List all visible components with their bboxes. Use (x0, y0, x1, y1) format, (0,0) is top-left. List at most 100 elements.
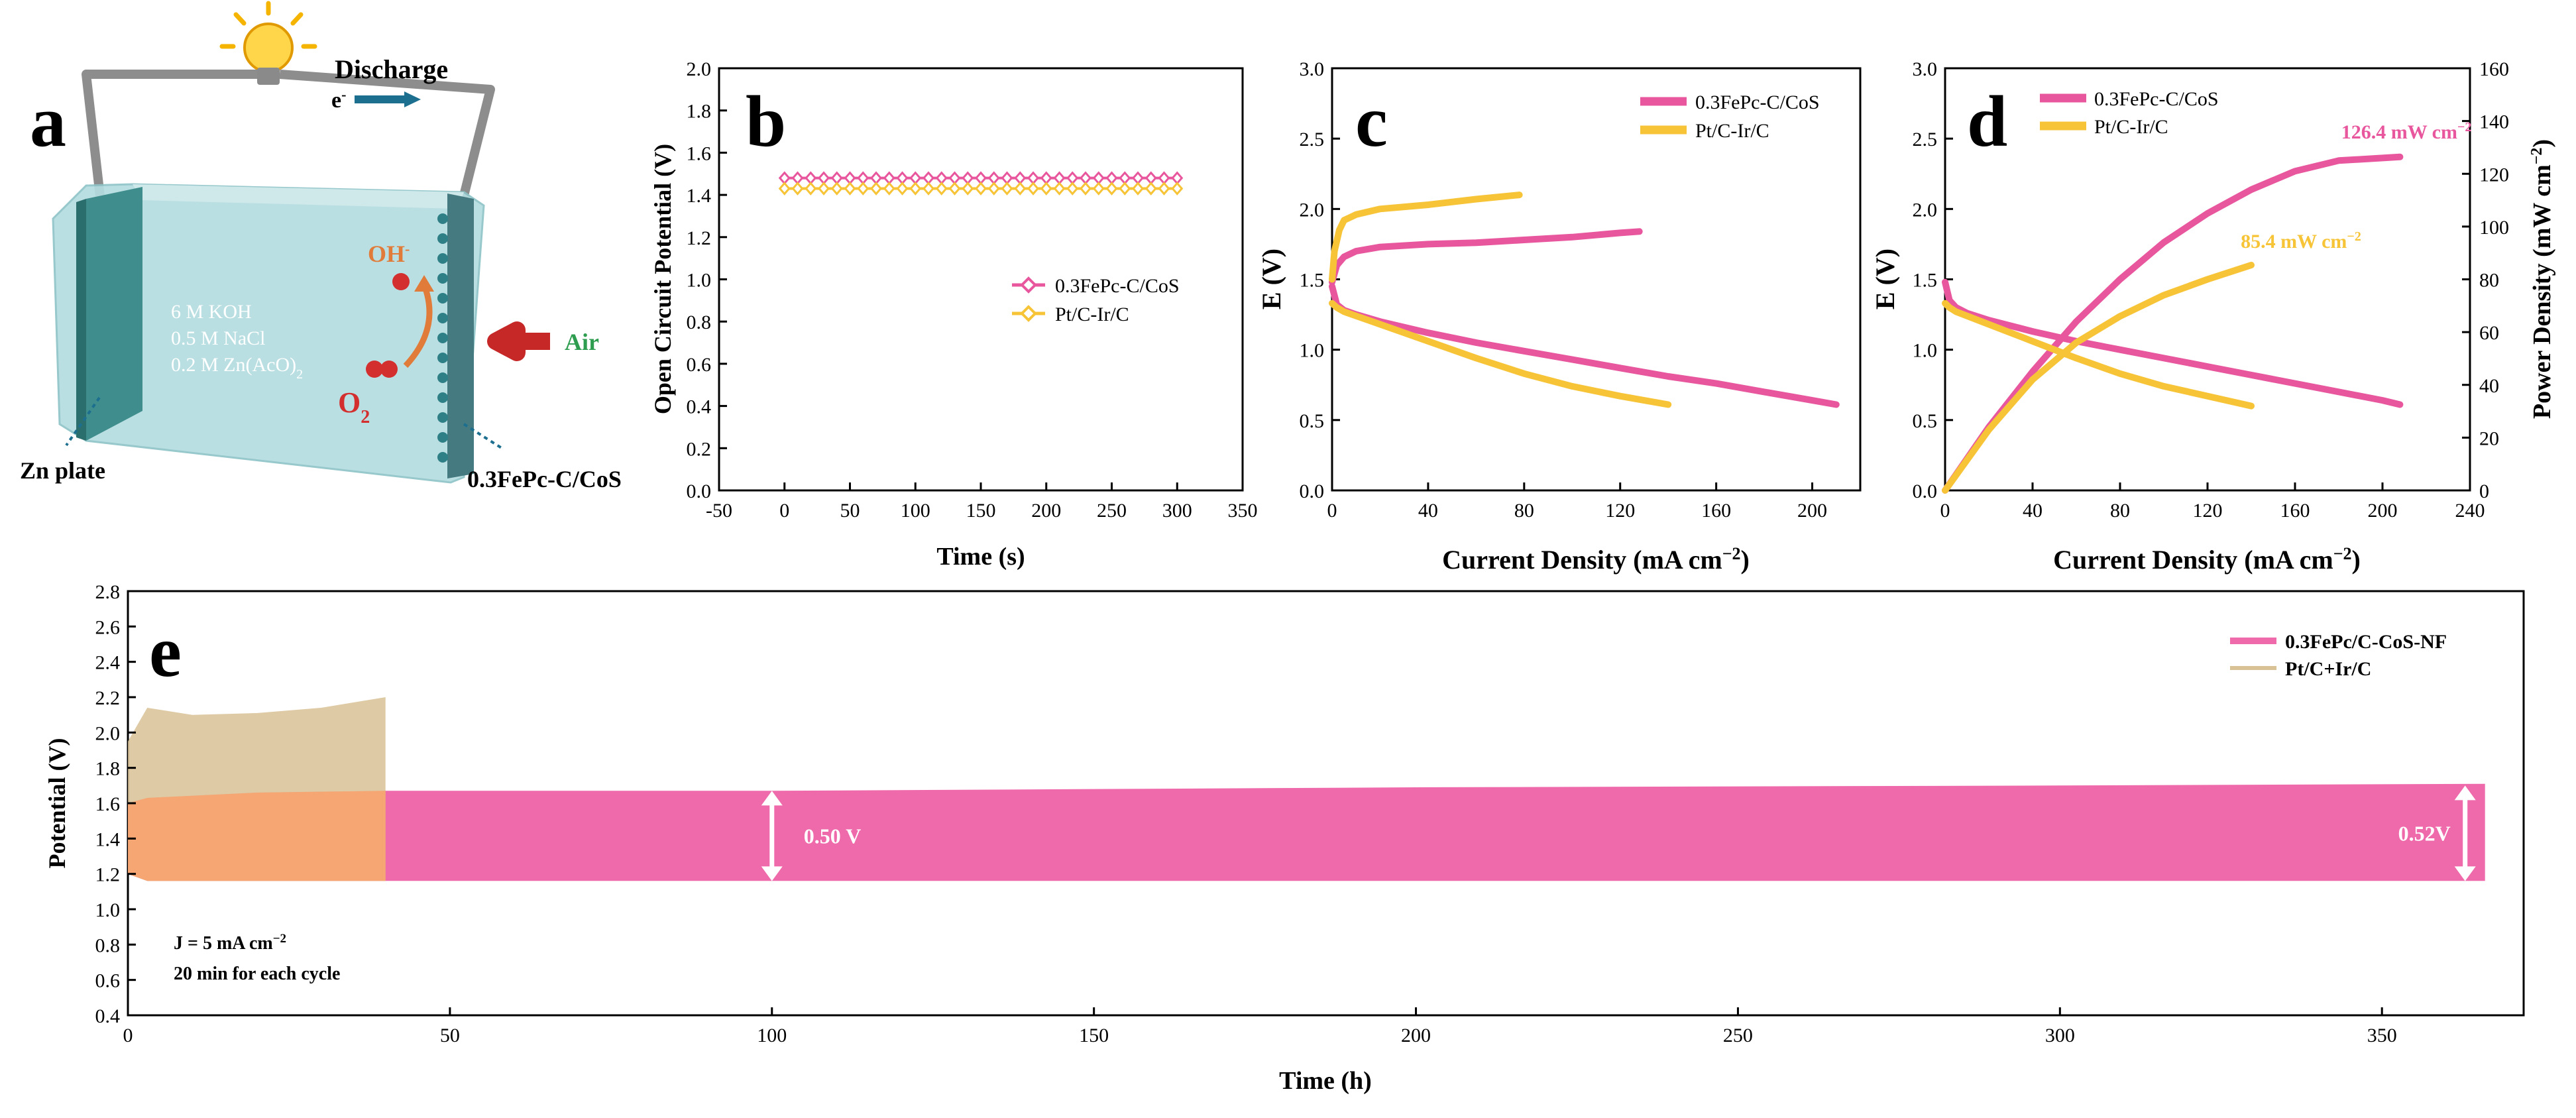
panel-e-letter: e (149, 611, 182, 692)
y-tick-label: 0.5 (1913, 410, 1938, 432)
y-tick-label: 1.0 (1300, 340, 1325, 362)
data-point (948, 171, 961, 185)
y-tick-label: 2.0 (1913, 199, 1938, 221)
y-tick-label: 2.8 (95, 581, 121, 603)
x-tick-label: 0 (1940, 500, 1950, 522)
x-tick-label: 80 (1514, 500, 1534, 522)
data-point (1145, 182, 1157, 196)
air-arrow-icon (487, 321, 550, 361)
y-tick-label: 1.0 (687, 270, 712, 292)
data-point (844, 182, 856, 196)
legend-entry: Pt/C-Ir/C (1055, 304, 1129, 325)
y-tick-label: 0.4 (687, 396, 712, 418)
y-tick-label: 3.0 (1300, 58, 1325, 80)
y-tick-label: 2.0 (95, 722, 121, 744)
legend-entry: Pt/C-Ir/C (1695, 120, 1769, 142)
data-point (1027, 171, 1039, 185)
current-density-note: J = 5 mA cm−2 (174, 932, 286, 954)
legend-entry: 0.3FePc-C/CoS (2094, 88, 2219, 110)
voltage-gap-label: 0.52V (2398, 821, 2451, 845)
data-point (778, 182, 791, 196)
x-tick-label: 240 (2455, 500, 2485, 522)
data-point (791, 171, 804, 185)
panel-e-chart: e 0 50 100 150 200 250 300 350 0.4 0.6 0.8 1.0 1.2 1.… (44, 581, 2525, 1095)
hydroxide-molecule-icon (392, 273, 410, 290)
discharge-label: Discharge (335, 54, 448, 84)
x-tick-label: 50 (840, 500, 860, 522)
x-tick-label: 200 (1031, 500, 1061, 522)
data-point (923, 182, 934, 196)
x-tick-label: 120 (2193, 500, 2223, 522)
x-tick-label: 100 (901, 500, 930, 522)
x-tick-label: 120 (1605, 500, 1635, 522)
x-tick-label: 200 (1401, 1025, 1431, 1046)
data-point (1119, 171, 1131, 185)
arrow-head-icon (761, 791, 783, 806)
y-tick-label: 1.0 (1913, 340, 1938, 362)
data-point (883, 182, 895, 196)
legend-entry: Pt/C-Ir/C (2094, 116, 2168, 138)
arrow-head-icon (761, 866, 783, 881)
panel-d-y-axis-label: E (V) (1870, 249, 1900, 309)
y2-tick-label: 160 (2479, 58, 2509, 80)
y-tick-label: 2.6 (95, 616, 121, 638)
overlap-band (128, 791, 386, 881)
y-tick-label: 1.4 (687, 185, 712, 207)
x-tick-label: 50 (440, 1025, 460, 1046)
reaction-arrow-icon (403, 284, 433, 368)
data-point (1132, 182, 1144, 196)
y-tick-label: 0.5 (1300, 410, 1325, 432)
data-point (1080, 182, 1092, 196)
x-tick-label: 350 (2367, 1025, 2397, 1046)
data-point (1171, 171, 1184, 185)
y-tick-label: 2.5 (1913, 129, 1938, 150)
data-point (962, 171, 974, 185)
y-tick-label: 0.6 (687, 354, 712, 376)
y2-tick-label: 80 (2479, 270, 2499, 292)
series-line (1942, 278, 2404, 408)
data-point (1027, 182, 1039, 196)
panel-d-x-axis-label: Current Density (mA cm−2) (2053, 544, 2361, 575)
panel-e-legend: 0.3FePc/C-CoS-NF Pt/C+Ir/C (2230, 631, 2447, 680)
data-point (1014, 171, 1027, 185)
y2-tick-label: 40 (2479, 375, 2499, 397)
x-tick-label: 0 (779, 500, 789, 522)
x-tick-label: 350 (1228, 500, 1258, 522)
x-tick-label: 300 (2045, 1025, 2075, 1046)
data-point (1001, 171, 1013, 185)
panel-c-letter: c (1355, 81, 1388, 162)
y-tick-label: 1.5 (1913, 270, 1938, 292)
cathode-label: 0.3FePc-C/CoS (467, 466, 622, 492)
data-point (857, 171, 869, 185)
y-tick-label: 1.8 (95, 758, 121, 780)
panel-a-letter: a (30, 81, 66, 162)
data-point (987, 182, 1000, 196)
oxygen-label: O2 (338, 386, 370, 427)
data-point (883, 171, 895, 185)
y-tick-label: 0.2 (687, 438, 712, 460)
zn-plate-label: Zn plate (20, 457, 105, 484)
panel-b-x-axis-label: Time (s) (936, 543, 1025, 571)
hydroxide-label: OH- (368, 241, 410, 268)
x-tick-label: 200 (1797, 500, 1827, 522)
data-point (948, 182, 961, 196)
y-tick-label: 2.4 (95, 652, 121, 674)
data-point (1092, 171, 1105, 185)
data-point (935, 171, 948, 185)
data-point (1066, 171, 1079, 185)
x-tick-label: 0 (123, 1025, 133, 1046)
data-point (844, 171, 856, 185)
series-band (128, 783, 2485, 881)
panel-b-y-axis-label: Open Circuit Potential (V) (649, 144, 676, 414)
data-point (975, 171, 987, 185)
x-tick-label: 150 (1079, 1025, 1109, 1046)
data-point (1145, 171, 1157, 185)
x-tick-label: 40 (1418, 500, 1438, 522)
zn-plate-pointer (65, 396, 101, 447)
data-point (1066, 182, 1079, 196)
panel-d-y2-axis-label: Power Density (mW cm−2) (2528, 139, 2556, 419)
panel-b-legend: 0.3FePc-C/CoS Pt/C-Ir/C (1012, 275, 1180, 325)
data-point (1132, 171, 1144, 185)
y2-tick-label: 140 (2479, 111, 2509, 133)
